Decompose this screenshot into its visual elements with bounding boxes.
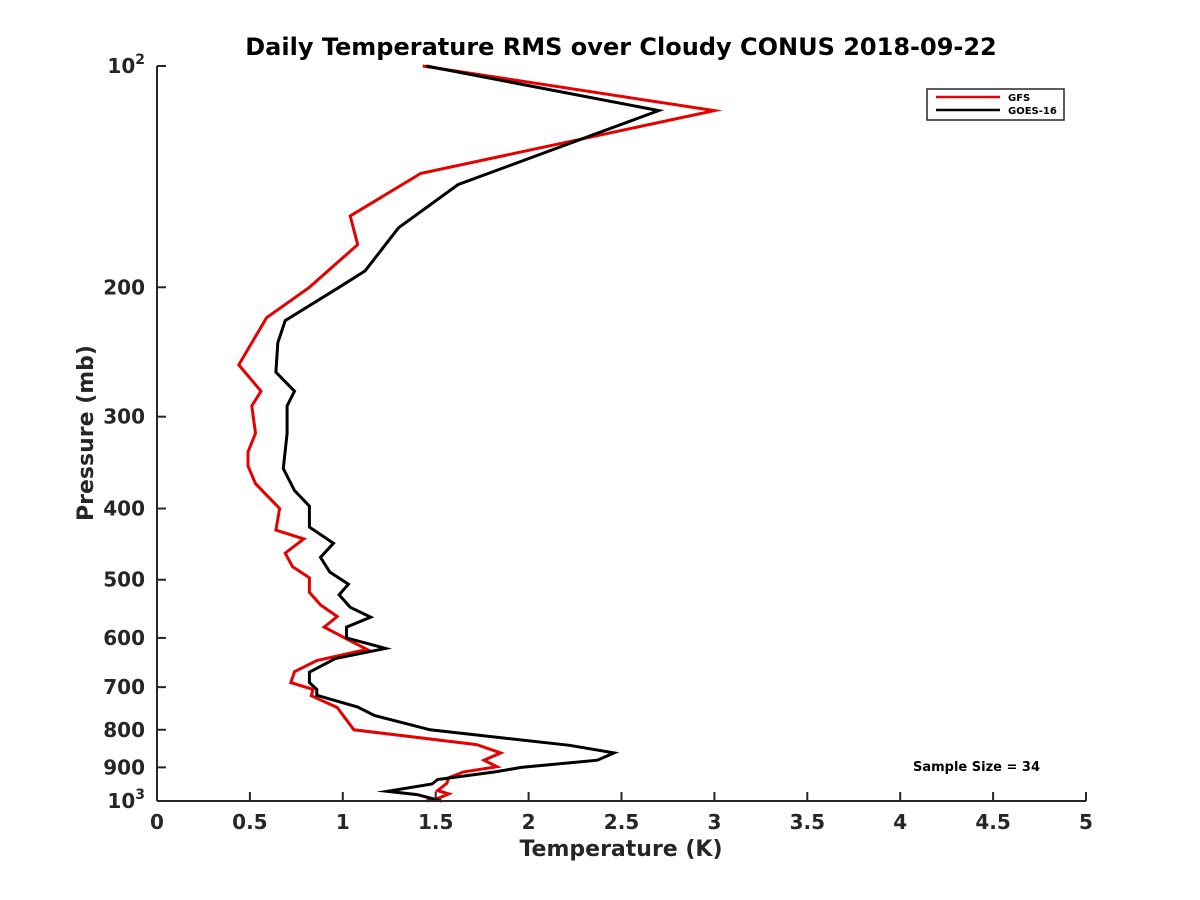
series-layer <box>236 64 723 803</box>
y-tick-label: 103 <box>107 787 145 813</box>
x-tick-label: 0 <box>150 810 164 834</box>
x-tick-label: 2.5 <box>604 810 639 834</box>
chart-title: Daily Temperature RMS over Cloudy CONUS … <box>245 33 997 61</box>
y-tick-label: 200 <box>103 275 145 299</box>
axes <box>156 66 1086 802</box>
x-tick-label: 1 <box>336 810 350 834</box>
y-axis-label: Pressure (mb) <box>74 345 99 521</box>
x-tick-label: 4 <box>893 810 907 834</box>
sample-size-annotation: Sample Size = 34 <box>913 760 1040 775</box>
x-tick-label: 0.5 <box>232 810 267 834</box>
x-tick-label: 5 <box>1079 810 1093 834</box>
x-tick-label: 3.5 <box>790 810 825 834</box>
y-tick-label: 400 <box>103 497 145 521</box>
y-tick-label: 900 <box>103 755 145 779</box>
x-ticks: 0 0.5 1 1.5 2 2.5 3 3.5 4 4.5 5 <box>150 792 1093 834</box>
legend-label-goes16: GOES-16 <box>1008 106 1057 117</box>
series-line-goes16 <box>274 64 665 803</box>
legend: GFS GOES-16 <box>926 88 1065 121</box>
y-tick-exponent: 2 <box>135 52 145 68</box>
y-tick-exponent: 3 <box>135 787 145 803</box>
y-ticks: 102 200 300 400 500 600 700 800 900 103 <box>103 52 166 813</box>
x-tick-label: 3 <box>707 810 721 834</box>
y-tick-label: 500 <box>103 568 145 592</box>
x-tick-label: 2 <box>522 810 536 834</box>
x-axis-label: Temperature (K) <box>519 837 722 862</box>
legend-label-gfs: GFS <box>1008 93 1030 104</box>
series-line-gfs <box>236 64 723 803</box>
y-tick-label: 300 <box>103 405 145 429</box>
y-tick-label: 800 <box>103 718 145 742</box>
x-tick-label: 4.5 <box>975 810 1010 834</box>
legend-box <box>926 88 1065 121</box>
y-tick-label: 102 <box>107 52 145 78</box>
y-tick-label: 600 <box>103 626 145 650</box>
x-tick-label: 1.5 <box>418 810 453 834</box>
y-tick-label: 700 <box>103 675 145 699</box>
